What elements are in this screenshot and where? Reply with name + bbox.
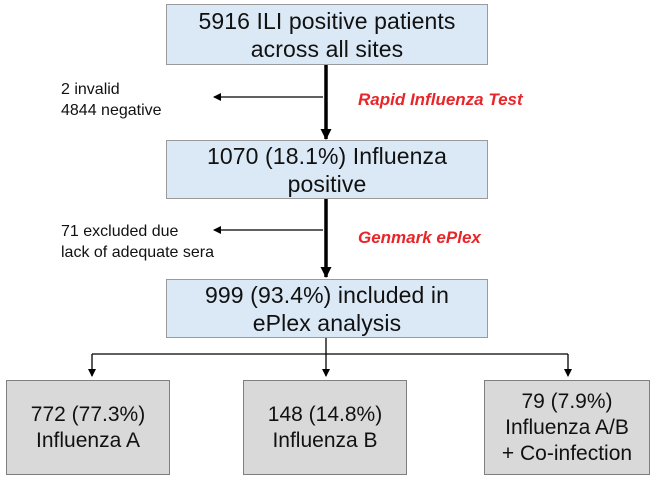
exclusion-note-line: 2 invalid [61, 81, 120, 98]
stage-box-text-line: 5916 ILI positive patients [198, 7, 456, 34]
outcome-box-influenza-b-text: 148 (14.8%) Influenza B [268, 402, 382, 454]
exclusion-note-line: 4844 negative [61, 102, 162, 119]
outcome-text-line: Influenza A [36, 428, 140, 452]
method-label-genmark-eplex: Genmark ePlex [358, 228, 481, 247]
outcome-text-line: 79 (7.9%) [521, 389, 613, 413]
stage-box-influenza-positive-text: 1070 (18.1%) Influenza positive [207, 142, 447, 198]
outcome-text-line: Influenza B [272, 428, 378, 452]
exclusion-note-invalid-negative: 2 invalid 4844 negative [61, 79, 162, 121]
outcome-text-line: 772 (77.3%) [30, 402, 146, 426]
stage-box-influenza-positive: 1070 (18.1%) Influenza positive [166, 140, 488, 199]
outcome-text-line: Influenza A/B [505, 415, 629, 439]
outcome-box-influenza-a-text: 772 (77.3%) Influenza A [31, 402, 145, 454]
stage-box-text-line: across all sites [250, 35, 404, 62]
outcome-text-line: + Co-infection [501, 441, 633, 465]
outcome-text-line: 148 (14.8%) [267, 402, 383, 426]
exclusion-note-line: lack of adequate sera [61, 244, 214, 261]
stage-box-text-line: ePlex analysis [252, 309, 402, 336]
outcome-box-influenza-b: 148 (14.8%) Influenza B [243, 380, 407, 475]
exclusion-note-inadequate-sera: 71 excluded due lack of adequate sera [61, 221, 214, 263]
stage-box-text-line: 999 (93.4%) included in [205, 281, 449, 308]
outcome-box-coinfection-text: 79 (7.9%) Influenza A/B + Co-infection [502, 389, 632, 467]
stage-box-ili-patients: 5916 ILI positive patients across all si… [166, 4, 488, 65]
stage-box-ili-patients-text: 5916 ILI positive patients across all si… [198, 7, 455, 63]
stage-box-eplex-analysis: 999 (93.4%) included in ePlex analysis [166, 279, 488, 338]
stage-box-text-line: 1070 (18.1%) Influenza [206, 142, 448, 169]
outcome-box-influenza-a: 772 (77.3%) Influenza A [6, 380, 170, 475]
stage-box-eplex-analysis-text: 999 (93.4%) included in ePlex analysis [205, 281, 449, 337]
stage-box-text-line: positive [287, 170, 367, 197]
outcome-box-coinfection: 79 (7.9%) Influenza A/B + Co-infection [484, 380, 650, 475]
method-label-rapid-influenza-test: Rapid Influenza Test [358, 90, 523, 109]
exclusion-note-line: 71 excluded due [61, 223, 179, 240]
